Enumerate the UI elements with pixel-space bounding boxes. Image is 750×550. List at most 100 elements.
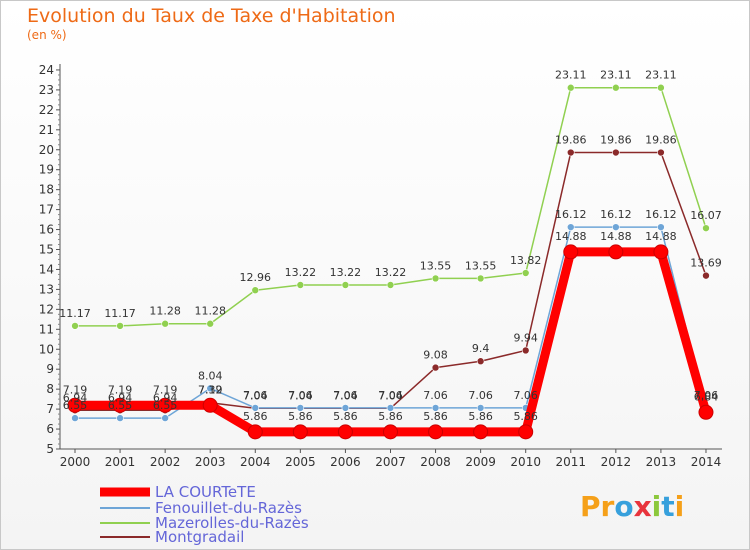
data-label: 16.07: [690, 209, 722, 222]
data-point: [341, 404, 350, 412]
y-tick-label: 7: [46, 402, 54, 416]
x-tick-label: 2014: [691, 455, 722, 469]
x-tick-label: 2008: [420, 455, 451, 469]
data-label: 23.11: [645, 69, 677, 82]
legend-label: Mazerolles-du-Razès: [155, 514, 309, 532]
data-label: 7.19: [63, 383, 88, 396]
y-tick-label: 21: [39, 123, 54, 137]
data-label: 5.86: [288, 410, 313, 423]
data-point: [112, 397, 128, 413]
data-point: [698, 404, 714, 420]
data-label: 7.06: [694, 389, 719, 402]
data-label: 7.06: [243, 389, 268, 402]
data-point: [251, 404, 260, 412]
data-point: [566, 148, 575, 157]
data-point: [702, 224, 710, 232]
y-tick-label: 23: [39, 83, 54, 97]
x-tick-label: 2000: [60, 455, 91, 469]
data-label: 23.11: [600, 69, 632, 82]
data-label: 7.06: [378, 389, 403, 402]
data-label: 7.06: [288, 389, 313, 402]
data-point: [386, 281, 395, 289]
x-tick-label: 2006: [330, 455, 361, 469]
y-tick-label: 8: [46, 382, 54, 396]
data-label: 13.55: [465, 259, 497, 272]
y-tick-label: 13: [39, 282, 54, 296]
legend-label: LA COURTeTE: [155, 483, 256, 501]
y-tick-label: 20: [39, 143, 54, 157]
data-point: [521, 346, 530, 355]
data-label: 6.55: [153, 399, 178, 412]
y-tick-label: 16: [39, 223, 54, 237]
data-point: [161, 414, 169, 422]
data-point: [431, 363, 440, 372]
data-label: 9.4: [472, 342, 490, 355]
data-label: 23.11: [555, 69, 587, 82]
y-tick-label: 10: [39, 342, 54, 356]
legend-label: Montgradail: [155, 528, 244, 546]
data-label: 13.69: [690, 257, 722, 270]
y-tick-label: 14: [39, 262, 54, 276]
data-point: [251, 286, 260, 294]
data-point: [161, 319, 169, 328]
y-tick-label: 24: [39, 63, 54, 77]
data-label: 14.88: [645, 230, 677, 243]
data-label: 13.22: [330, 266, 362, 279]
y-tick-label: 6: [46, 422, 54, 436]
data-label: 6.55: [108, 399, 133, 412]
data-point: [382, 424, 398, 440]
x-tick-label: 2001: [105, 455, 136, 469]
data-label: 7.06: [423, 389, 448, 402]
data-point: [386, 404, 395, 412]
x-tick-label: 2007: [375, 455, 406, 469]
data-label: 7.04: [288, 389, 313, 402]
data-point: [296, 281, 305, 289]
data-label: 6.94: [63, 391, 88, 404]
y-tick-label: 22: [39, 103, 54, 117]
data-label: 16.12: [645, 208, 677, 221]
data-label: 5.86: [378, 410, 403, 423]
data-label: 5.86: [423, 410, 448, 423]
data-label: 7.06: [468, 389, 493, 402]
logo-letter: t: [661, 490, 675, 523]
data-label: 7.19: [108, 383, 133, 396]
data-point: [476, 404, 485, 412]
data-point: [67, 397, 83, 413]
data-point: [521, 269, 530, 277]
series-line-2: [74, 86, 707, 327]
data-point: [702, 271, 710, 280]
data-point: [476, 274, 485, 283]
proxiti-logo: Proxiti: [580, 490, 684, 523]
x-tick-label: 2011: [555, 455, 586, 469]
data-label: 19.86: [645, 134, 677, 147]
data-point: [247, 424, 263, 440]
data-point: [612, 148, 620, 157]
logo-letter: r: [600, 490, 615, 523]
logo-letter: P: [580, 490, 601, 523]
data-point: [476, 357, 485, 366]
chart-unit: (en %): [27, 28, 67, 42]
data-label: 16.12: [600, 208, 632, 221]
data-label: 14.88: [600, 230, 632, 243]
data-point: [292, 424, 308, 440]
data-label: 19.86: [600, 134, 632, 147]
y-tick-label: 5: [46, 442, 54, 456]
data-label: 7.19: [153, 383, 178, 396]
data-label: 7.04: [243, 389, 268, 402]
x-tick-label: 2012: [601, 455, 632, 469]
data-point: [116, 322, 124, 330]
data-label: 5.86: [333, 410, 358, 423]
data-point: [341, 281, 350, 289]
data-point: [653, 244, 669, 260]
x-tick-label: 2013: [646, 455, 677, 469]
data-point: [71, 322, 79, 330]
data-point: [202, 397, 218, 413]
x-tick-label: 2003: [195, 455, 226, 469]
data-point: [612, 83, 620, 92]
data-point: [71, 414, 79, 422]
data-label: 6.84: [694, 390, 719, 403]
x-tick-label: 2004: [240, 455, 271, 469]
logo-letter: x: [633, 490, 652, 523]
data-point: [563, 244, 579, 260]
